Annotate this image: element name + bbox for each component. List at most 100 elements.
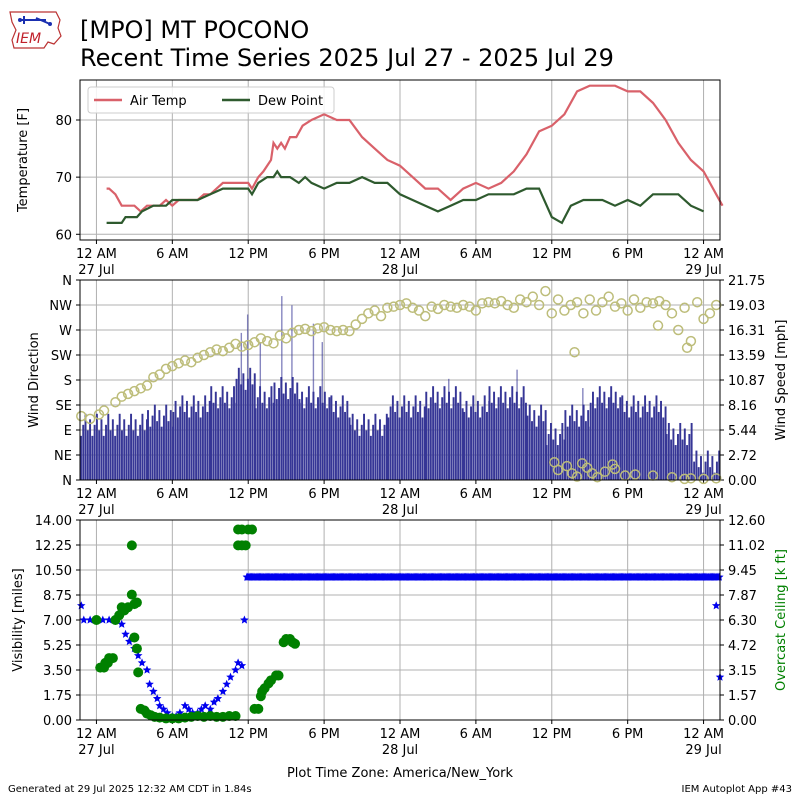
wind-speed-bar: [493, 391, 496, 480]
wind-direction-point-42: [350, 319, 361, 330]
wind-direction-point-71: [533, 299, 545, 311]
wind-speed-bar: [425, 391, 428, 480]
wind-speed-bar: [334, 400, 337, 480]
wind-direction-point-109: [552, 464, 564, 476]
wind-direction-point-75: [559, 305, 570, 316]
wind-speed-bar: [249, 367, 252, 480]
wind-speed-bar: [153, 404, 156, 480]
ceiling-point-18: [133, 667, 144, 678]
wind-speed-bar: [674, 445, 677, 480]
wind-direction-point-5: [116, 391, 127, 402]
wind-speed-bar: [284, 382, 287, 480]
temp-xtick-label-8: 12 AM: [683, 247, 724, 262]
wind-direction-point-57: [445, 301, 456, 312]
wind-speed-bar: [226, 391, 229, 480]
wind-direction-point-8: [135, 383, 146, 394]
wind-speed-bar: [625, 400, 628, 480]
wind-speed-bar: [235, 378, 238, 480]
wind-speed-bar: [580, 415, 583, 480]
wind-direction-point-58: [451, 302, 463, 314]
generated-note: Generated at 29 Jul 2025 12:32 AM CDT in…: [8, 784, 252, 795]
wind-speed-bar: [146, 419, 148, 480]
wind-speed-bar: [105, 424, 107, 480]
wind-speed-bar: [589, 402, 592, 480]
wind-speed-bar: [268, 397, 271, 480]
wind-speed-bar: [483, 395, 486, 480]
wind-speed-bar: [550, 422, 552, 480]
wind-speed-bar: [208, 400, 211, 480]
wind-speed-bar: [125, 435, 128, 480]
wind-speed-bar: [465, 400, 468, 480]
wind-speed-bar: [228, 408, 231, 480]
wind-direction-point-3: [98, 405, 110, 416]
wind-speed-bar: [436, 391, 439, 480]
wind-direction-point-92: [666, 308, 678, 319]
wind-direction-tick-0: N: [62, 474, 72, 489]
vis-ytick-label-5: 8.75: [43, 589, 72, 604]
wind-direction-point-35: [306, 325, 317, 337]
wind-speed-bar: [254, 408, 257, 480]
vis-xtick-sub-0: 27 Jul: [78, 743, 114, 758]
chart-title: [MPO] MT POCONO Recent Time Series 2025 …: [80, 16, 614, 72]
wind-speed-bar: [351, 413, 354, 480]
visibility-point-34: [226, 672, 235, 681]
wind-speed-bar: [486, 411, 488, 480]
wind-xtick-sub-0: 27 Jul: [78, 503, 114, 518]
vis-xtick-label-2: 12 PM: [228, 727, 268, 742]
vis-ytick-label-6: 10.50: [35, 564, 72, 579]
wind-speed-bar: [181, 395, 184, 480]
wind-speed-bar: [481, 406, 484, 480]
wind-speed-bar: [328, 397, 331, 480]
wind-direction-point-81: [597, 296, 608, 308]
wind-direction-point-115: [599, 466, 611, 477]
wind-direction-tick-3: SE: [56, 399, 72, 414]
visibility-point-12: [137, 658, 147, 667]
wind-speed-bar: [709, 467, 712, 480]
vis-ytick-label-4: 7.00: [43, 614, 72, 629]
wind-xtick-sub-4: 28 Jul: [382, 503, 418, 518]
wind-speed-bar: [84, 413, 87, 480]
wind-direction-point-85: [622, 305, 633, 316]
wind-direction-point-27: [255, 333, 267, 344]
temp-legend: [87, 86, 335, 114]
wind-speed-bar: [490, 402, 493, 480]
wind-speed-bar: [396, 400, 399, 480]
wind-speed-bar: [256, 397, 259, 480]
wind-speed-bar: [582, 404, 585, 480]
wind-direction-point-122: [710, 473, 722, 484]
wind-speed-tick-label-2: 5.44: [728, 424, 757, 439]
wind-speed-bar: [454, 386, 457, 480]
wind-speed-tick-label-3: 8.16: [728, 399, 757, 414]
wind-direction-tick-4: S: [64, 374, 72, 389]
wind-speed-bar: [176, 417, 179, 480]
vis-xtick-label-8: 12 AM: [683, 727, 724, 742]
wind-direction-point-82: [603, 291, 614, 302]
wind-speed-bar: [143, 430, 146, 480]
logo-text: IEM: [16, 31, 41, 47]
wind-direction-point-61: [470, 305, 482, 316]
ceiling-point-43: [247, 524, 258, 535]
wind-speed-bar: [358, 435, 361, 480]
wind-speed-bar: [403, 395, 406, 480]
wind-direction-point-46: [375, 310, 387, 322]
wind-speed-bar: [502, 402, 505, 480]
wind-speed-bar: [683, 428, 686, 480]
wind-direction-point-121: [698, 473, 709, 485]
wind-direction-point-14: [173, 358, 184, 369]
wind-speed-bar: [573, 421, 576, 480]
wind-speed-bar: [147, 410, 149, 480]
temp-xtick-label-7: 6 PM: [612, 247, 643, 262]
wind-direction-point-77: [571, 296, 583, 308]
wind-gust-bar-6: [321, 342, 323, 480]
wind-speed-label: Wind Speed [mph]: [774, 320, 789, 441]
wind-speed-bar: [587, 410, 590, 480]
wind-direction-tick-1: NE: [54, 449, 72, 464]
wind-speed-bar: [190, 406, 193, 480]
wind-direction-point-31: [280, 333, 292, 344]
temp-xtick-sub-8: 29 Jul: [685, 263, 721, 278]
wind-direction-point-11: [154, 369, 165, 380]
wind-speed-bar: [206, 411, 209, 480]
temp-xtick-sub-0: 27 Jul: [78, 263, 114, 278]
wind-speed-bar: [291, 377, 294, 480]
wind-direction-point-33: [293, 324, 305, 336]
